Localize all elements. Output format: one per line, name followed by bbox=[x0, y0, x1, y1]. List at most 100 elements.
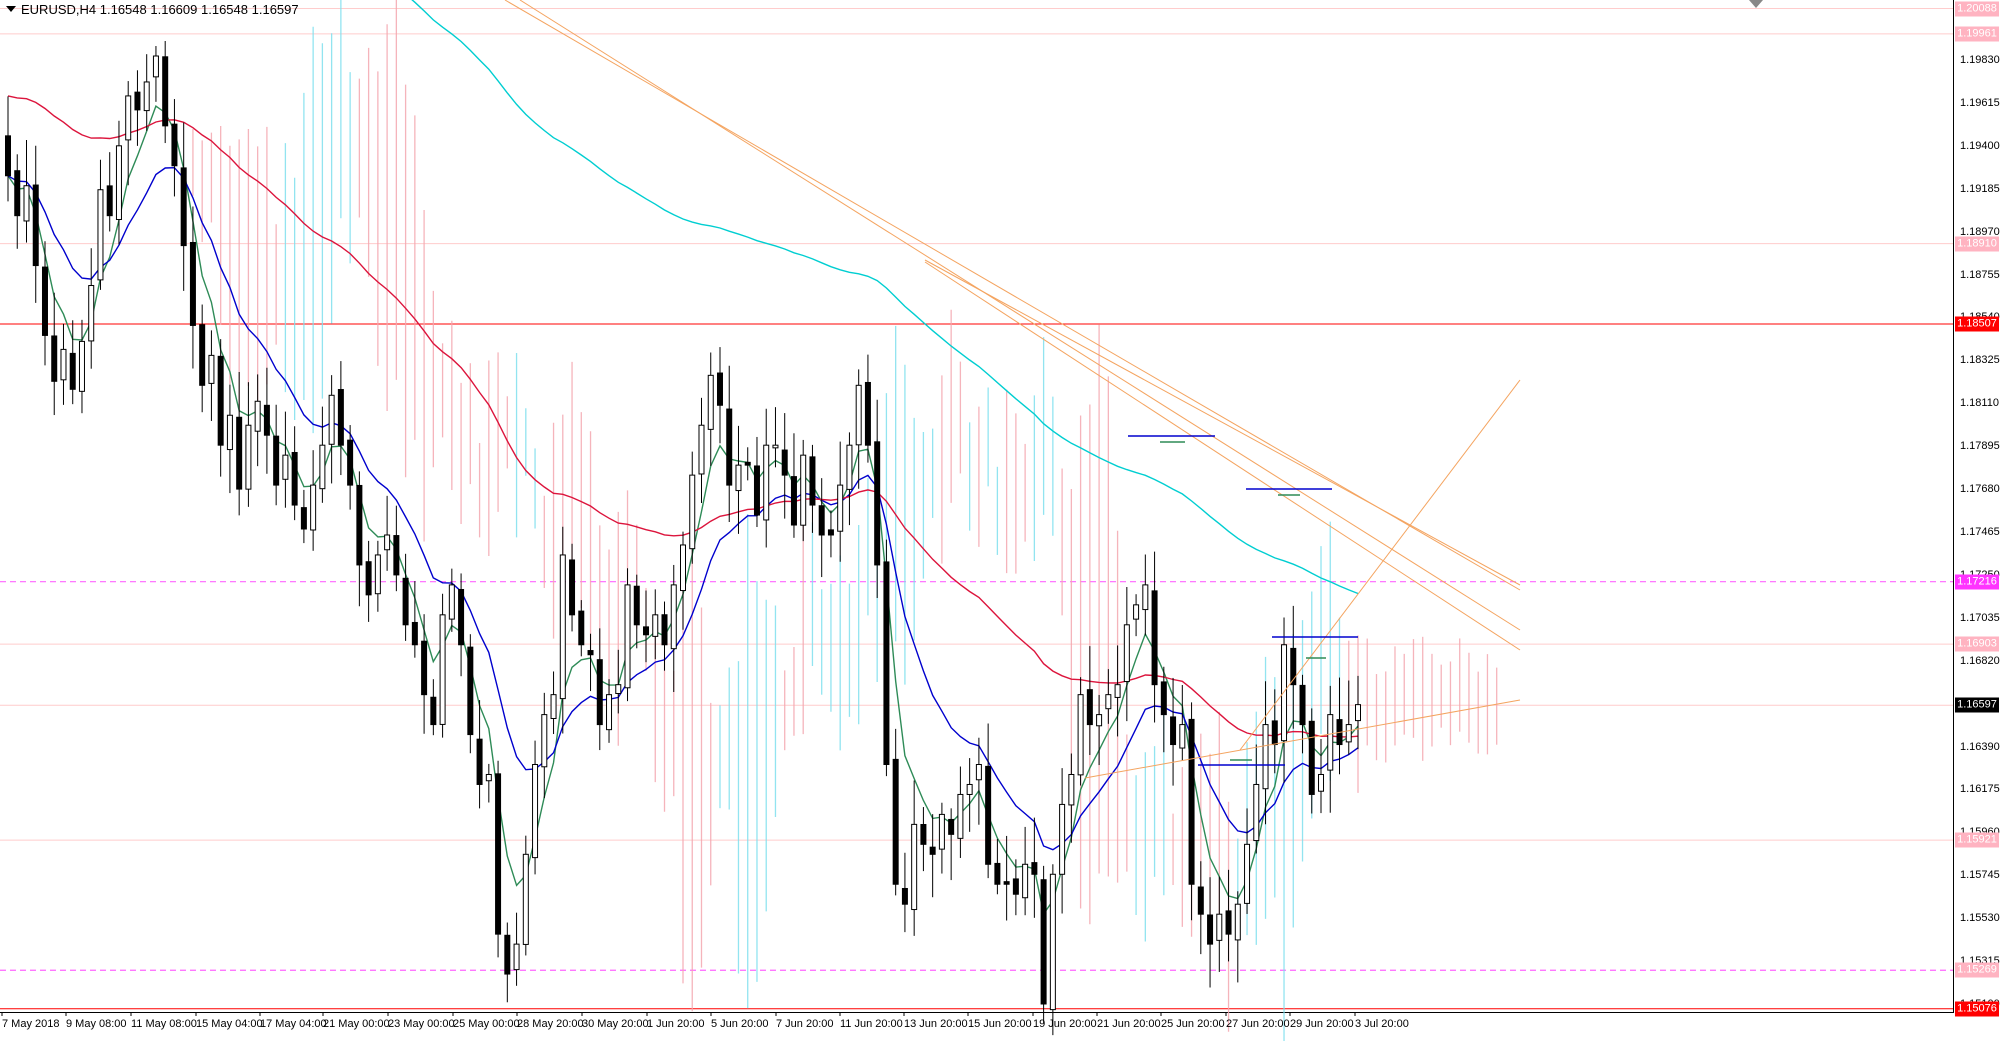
bull-candle bbox=[1142, 584, 1149, 611]
price-tick-label: 1.17680 bbox=[1960, 483, 2000, 496]
high-value: 1.16609 bbox=[150, 2, 198, 17]
bull-candle bbox=[652, 614, 659, 637]
bear-candle bbox=[883, 561, 890, 766]
bear-candle bbox=[994, 862, 1001, 885]
bear-candle bbox=[661, 614, 668, 646]
time-tick-label: 29 Jun 20:00 bbox=[1290, 1018, 1354, 1030]
price-tick-label: 1.15745 bbox=[1960, 869, 2000, 882]
time-tick-label: 13 Jun 20:00 bbox=[904, 1018, 968, 1030]
bear-candle bbox=[643, 626, 650, 636]
bear-candle bbox=[1188, 718, 1195, 885]
time-tick-label: 9 May 08:00 bbox=[66, 1018, 127, 1030]
bear-candle bbox=[790, 476, 797, 526]
time-tick-label: 11 May 08:00 bbox=[131, 1018, 197, 1030]
bear-candle bbox=[1040, 879, 1047, 1005]
bear-candle bbox=[781, 449, 788, 476]
time-tick-label: 30 May 20:00 bbox=[582, 1018, 649, 1030]
bull-candle bbox=[1244, 843, 1251, 904]
bull-candle bbox=[846, 444, 853, 490]
time-tick-label: 25 May 00:00 bbox=[453, 1018, 520, 1030]
bear-candle bbox=[458, 589, 465, 646]
bull-candle bbox=[800, 454, 807, 526]
plot-frame bbox=[0, 0, 1954, 1013]
bull-candle bbox=[374, 554, 381, 595]
symbol-label: EURUSD,H4 bbox=[21, 2, 97, 17]
bull-candle bbox=[975, 764, 982, 781]
bull-candle bbox=[97, 189, 104, 281]
time-tick-label: 27 Jun 20:00 bbox=[1226, 1018, 1290, 1030]
collapse-arrow-icon[interactable] bbox=[6, 6, 16, 12]
bull-candle bbox=[606, 694, 613, 731]
bear-candle bbox=[134, 91, 141, 111]
bear-candle bbox=[467, 646, 474, 736]
bull-candle bbox=[1355, 704, 1361, 722]
bear-candle bbox=[337, 389, 344, 446]
bull-candle bbox=[689, 474, 696, 550]
bull-candle bbox=[957, 793, 964, 839]
bull-candle bbox=[125, 95, 132, 141]
bear-candle bbox=[41, 266, 48, 336]
bear-candle bbox=[365, 561, 372, 596]
bear-candle bbox=[411, 621, 418, 646]
bear-candle bbox=[569, 559, 576, 616]
bull-candle bbox=[1253, 783, 1260, 842]
price-tag: 1.18910 bbox=[1955, 236, 1999, 252]
bear-candle bbox=[393, 535, 400, 576]
symbol-header: EURUSD,H4 1.16548 1.16609 1.16548 1.1659… bbox=[6, 2, 299, 17]
price-tick-label: 1.18970 bbox=[1960, 225, 2000, 238]
bull-candle bbox=[384, 534, 391, 551]
bear-candle bbox=[587, 650, 594, 656]
bear-candle bbox=[892, 758, 899, 885]
bear-candle bbox=[504, 934, 511, 975]
bull-candle bbox=[143, 81, 150, 112]
price-tick-label: 1.17895 bbox=[1960, 440, 2000, 453]
bear-candle bbox=[1225, 910, 1232, 935]
bear-candle bbox=[180, 167, 187, 247]
price-tick-label: 1.16820 bbox=[1960, 654, 2000, 667]
bull-candle bbox=[226, 414, 233, 451]
low-value: 1.16548 bbox=[201, 2, 248, 17]
price-tick-label: 1.16175 bbox=[1960, 783, 2000, 796]
bear-candle bbox=[809, 456, 816, 506]
bull-candle bbox=[1318, 773, 1325, 792]
time-tick-label: 1 Jun 20:00 bbox=[647, 1018, 705, 1030]
price-tick-label: 1.18755 bbox=[1960, 268, 2000, 281]
bull-candle bbox=[938, 813, 945, 850]
bull-candle bbox=[328, 394, 335, 445]
bear-candle bbox=[347, 439, 354, 486]
bull-candle bbox=[532, 764, 539, 859]
bear-candle bbox=[716, 372, 723, 406]
bull-candle bbox=[1022, 863, 1029, 899]
bull-candle bbox=[670, 584, 677, 650]
price-tag: 1.16903 bbox=[1955, 636, 1999, 652]
bull-candle bbox=[310, 484, 317, 531]
bear-candle bbox=[1160, 681, 1167, 716]
bull-candle bbox=[624, 584, 631, 689]
time-tick-label: 21 Jun 20:00 bbox=[1097, 1018, 1161, 1030]
bear-candle bbox=[189, 241, 196, 326]
price-tag: 1.15269 bbox=[1955, 962, 1999, 978]
bear-candle bbox=[633, 585, 640, 626]
bull-candle bbox=[1262, 724, 1269, 790]
bull-candle bbox=[680, 544, 686, 592]
time-tick-label: 23 May 00:00 bbox=[388, 1018, 455, 1030]
bull-candle bbox=[966, 783, 973, 795]
bear-candle bbox=[5, 135, 11, 177]
time-tick-label: 15 Jun 20:00 bbox=[968, 1018, 1032, 1030]
bull-candle bbox=[1123, 624, 1130, 683]
bear-candle bbox=[1308, 720, 1315, 795]
bull-candle bbox=[559, 554, 566, 700]
bear-candle bbox=[217, 355, 224, 446]
bear-candle bbox=[162, 56, 169, 127]
bull-candle bbox=[763, 444, 770, 521]
shift-marker-icon[interactable] bbox=[1749, 0, 1763, 8]
price-tag: 1.15921 bbox=[1955, 832, 1999, 848]
bull-candle bbox=[513, 943, 520, 971]
bear-candle bbox=[726, 408, 733, 486]
bull-candle bbox=[254, 400, 261, 432]
bull-candle bbox=[1327, 714, 1334, 771]
bear-candle bbox=[1003, 881, 1010, 885]
bull-candle bbox=[1077, 694, 1084, 776]
bull-candle bbox=[1234, 903, 1241, 941]
